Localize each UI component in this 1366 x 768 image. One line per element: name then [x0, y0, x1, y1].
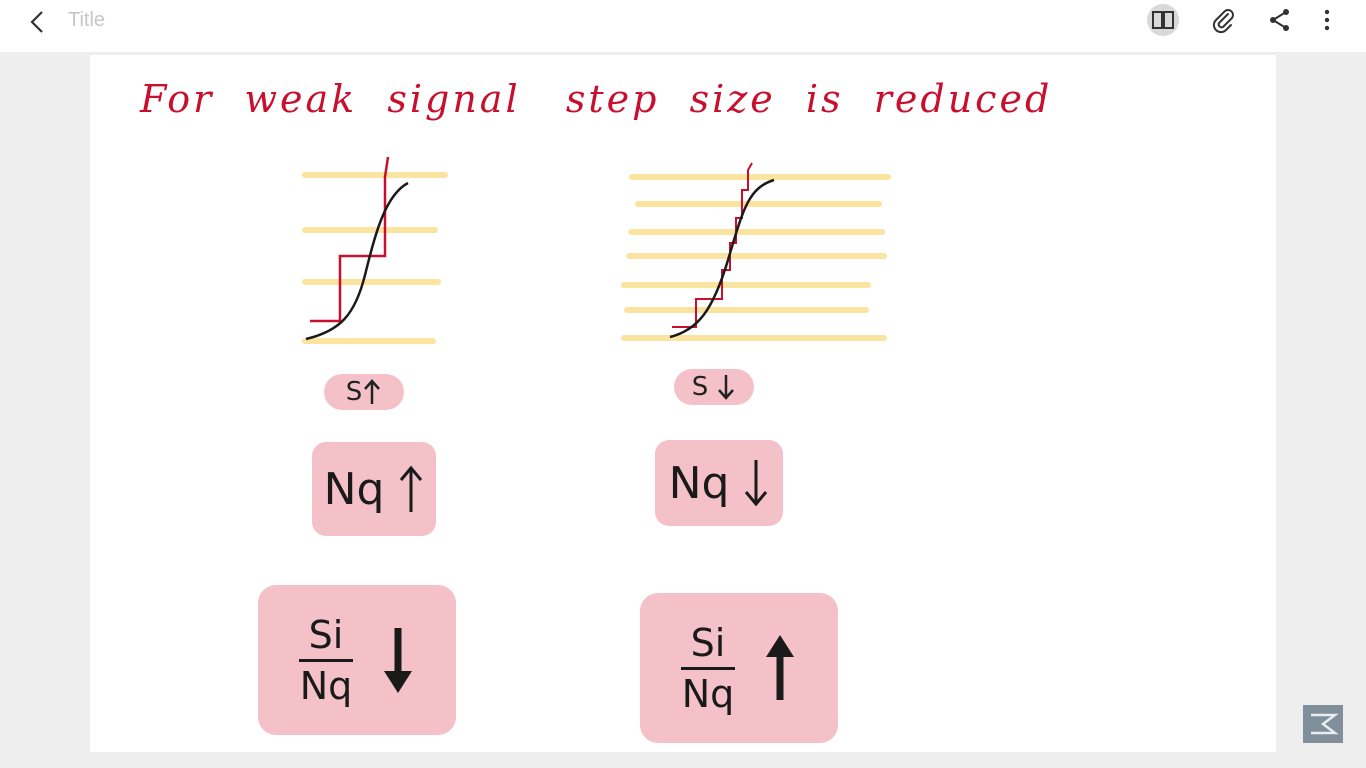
- more-vertical-icon: [1324, 9, 1330, 31]
- large-step-quantization-graph: [302, 156, 448, 344]
- noise-label: Nq: [323, 463, 385, 515]
- noise-label: Nq: [668, 457, 730, 509]
- book-icon: [1152, 11, 1174, 29]
- arrow-down-icon: [718, 375, 735, 400]
- signal-curve: [305, 181, 409, 341]
- note-canvas[interactable]: For weak signal step size is reduced S: [90, 55, 1276, 752]
- step-label: S: [345, 377, 363, 407]
- watermark-logo: [1303, 705, 1343, 743]
- snr-increase-box: Si Nq: [640, 593, 838, 743]
- signal-curve: [669, 178, 775, 339]
- step-label: S: [691, 372, 709, 402]
- snr-fraction: Si Nq: [298, 613, 354, 708]
- step-size-small-label: S: [674, 369, 754, 405]
- arrow-up-icon: [364, 379, 381, 404]
- paperclip-icon: [1212, 9, 1234, 34]
- snr-numerator: Si: [298, 613, 354, 662]
- note-heading: For weak signal step size is reduced: [140, 77, 1053, 121]
- staircase-approximation: [310, 156, 390, 323]
- share-icon: [1270, 9, 1289, 31]
- arrow-down-icon: [384, 628, 413, 693]
- reading-mode-button[interactable]: [1147, 4, 1179, 36]
- noise-decrease-box: Nq: [655, 440, 783, 526]
- attach-button[interactable]: [1207, 4, 1239, 36]
- top-toolbar: Title: [0, 0, 1366, 52]
- arrow-up-icon: [400, 465, 423, 512]
- snr-denominator: Nq: [681, 671, 735, 716]
- back-icon: [30, 11, 43, 33]
- share-button[interactable]: [1264, 4, 1296, 36]
- arrow-down-icon: [745, 460, 768, 507]
- arrow-up-icon: [766, 635, 795, 700]
- step-size-large-label: S: [324, 374, 404, 410]
- snr-fraction: Si Nq: [680, 621, 736, 716]
- back-button[interactable]: [22, 6, 54, 38]
- logo-icon: [1311, 713, 1339, 735]
- snr-denominator: Nq: [299, 663, 353, 708]
- note-title[interactable]: Title: [68, 9, 106, 31]
- more-options-button[interactable]: [1311, 4, 1343, 36]
- noise-increase-box: Nq: [312, 442, 436, 536]
- small-step-quantization-graph: [621, 162, 891, 341]
- snr-decrease-box: Si Nq: [258, 585, 456, 735]
- snr-numerator: Si: [680, 621, 736, 670]
